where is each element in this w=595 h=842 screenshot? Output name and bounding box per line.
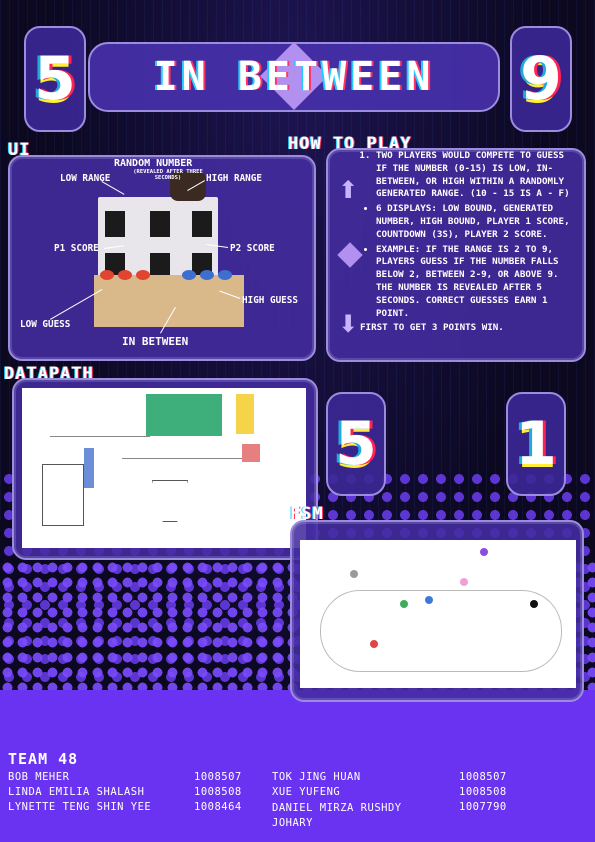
fsm-node-gray <box>350 570 358 578</box>
footer-background <box>0 690 595 842</box>
player-avatar <box>170 171 206 201</box>
how-to-play-steps: Two players would compete to guess if th… <box>362 150 580 201</box>
datapath-block-regfile <box>42 464 84 526</box>
how-to-play-bullet-1: 6 displays: Low bound, generated number,… <box>376 203 580 241</box>
datapath-block-red <box>242 444 260 462</box>
member-id: 1008507 <box>459 771 507 783</box>
member-name: XUE YUFENG <box>272 786 341 798</box>
how-to-play-bullet-2: Example: If the range is 2 to 9, players… <box>376 244 580 321</box>
low-display <box>105 211 125 237</box>
page-title: IN BETWEEN <box>153 54 435 100</box>
datapath-block-blue <box>84 448 94 488</box>
label-p1-score: P1 SCORE <box>54 243 99 254</box>
button-blue-1 <box>182 270 196 280</box>
fsm-panel <box>290 520 584 702</box>
high-display <box>192 211 212 237</box>
digit-display-right: 9 <box>510 26 572 132</box>
timer-display <box>150 253 170 279</box>
member-name: LYNETTE TENG SHIN YEE <box>8 801 152 813</box>
datapath-wire-1 <box>50 436 150 437</box>
fsm-node-green <box>400 600 408 608</box>
button-red-1 <box>100 270 114 280</box>
button-red-2 <box>118 270 132 280</box>
ui-panel: RANDOM NUMBER (REVEALED AFTER THREE SECO… <box>8 155 316 361</box>
button-blue-3 <box>218 270 232 280</box>
member-id: 1008508 <box>459 786 507 798</box>
datapath-panel <box>12 378 318 560</box>
member-name: LINDA EMILIA SHALASH <box>8 786 145 798</box>
how-to-play-step-1: Two players would compete to guess if th… <box>376 150 580 201</box>
label-high-guess: HIGH GUESS <box>242 295 298 306</box>
digit-right: 9 <box>520 44 562 114</box>
member-name: DANIEL MIRZA RUSHDY JOHARY <box>272 802 402 829</box>
datapath-block-green <box>146 394 222 436</box>
digit-mid-right: 1 <box>515 409 557 479</box>
team-name: TEAM 48 <box>8 750 79 768</box>
member-id: 1007790 <box>459 801 507 813</box>
datapath-alu <box>152 480 188 522</box>
digit-left: 5 <box>34 44 76 114</box>
datapath-diagram <box>22 388 306 548</box>
fsm-node-purple <box>480 548 488 556</box>
member-name: TOK JING HUAN <box>272 771 361 783</box>
section-fsm-label: FSM <box>290 504 324 524</box>
how-to-play-closing: First to get 3 points win. <box>360 322 504 334</box>
fsm-diagram <box>300 540 576 688</box>
datapath-block-yellow <box>236 394 254 434</box>
digit-display-left: 5 <box>24 26 86 132</box>
label-low-range: LOW RANGE <box>60 173 111 184</box>
label-random-number: RANDOM NUMBER <box>114 158 193 169</box>
button-red-3 <box>136 270 150 280</box>
random-display <box>150 211 170 237</box>
member-name: BOB MEHER <box>8 771 70 783</box>
how-to-play-panel <box>326 148 586 362</box>
title-banner: IN BETWEEN <box>88 42 500 112</box>
member-id: 1008508 <box>194 786 242 798</box>
digit-display-mid-left: 5 <box>326 392 386 496</box>
fsm-node-pink <box>460 578 468 586</box>
fsm-transition-loop <box>320 590 562 672</box>
down-arrow-icon: ⬇ <box>338 310 359 338</box>
pointer-low-range <box>101 181 125 195</box>
datapath-wire-2 <box>122 458 242 459</box>
fsm-node-red <box>370 640 378 648</box>
digit-mid-left: 5 <box>335 409 377 479</box>
how-to-play-bullets: 6 displays: Low bound, generated number,… <box>362 203 580 320</box>
label-random-note: (REVEALED AFTER THREE SECONDS) <box>133 169 203 181</box>
label-in-between: IN BETWEEN <box>122 335 189 348</box>
up-arrow-icon: ⬆ <box>338 176 359 204</box>
label-high-range: HIGH RANGE <box>206 173 262 184</box>
digit-display-mid-right: 1 <box>506 392 566 496</box>
label-low-guess: LOW GUESS <box>20 319 71 330</box>
fsm-node-blue <box>425 596 433 604</box>
member-id: 1008464 <box>194 801 242 813</box>
how-to-play-text: Two players would compete to guess if th… <box>360 150 580 335</box>
member-id: 1008507 <box>194 771 242 783</box>
button-blue-2 <box>200 270 214 280</box>
label-p2-score: P2 SCORE <box>230 243 275 254</box>
